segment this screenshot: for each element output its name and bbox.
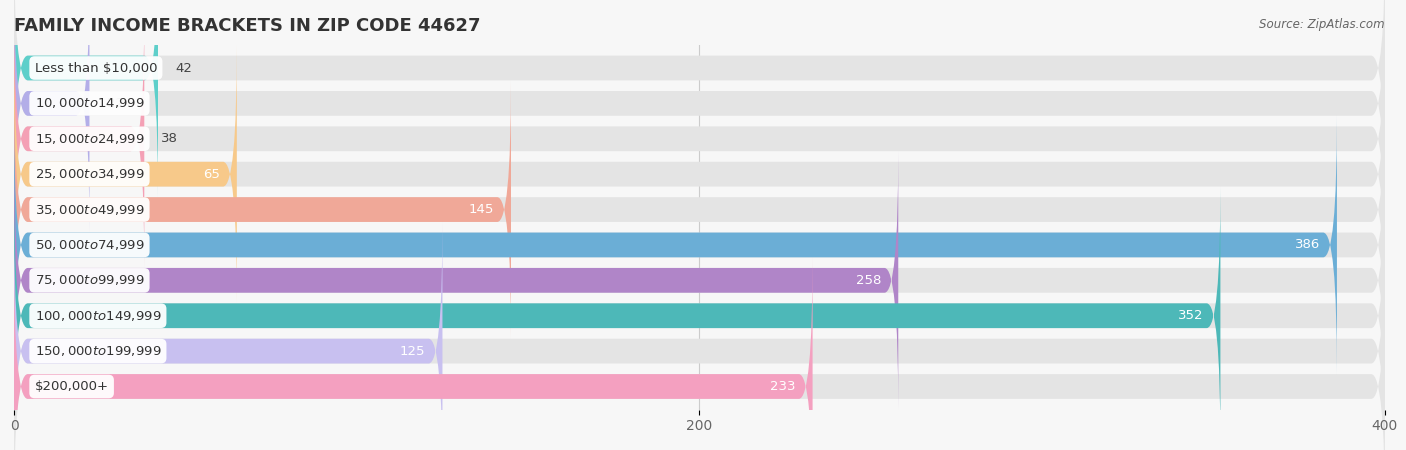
Text: 233: 233 (770, 380, 796, 393)
FancyBboxPatch shape (14, 0, 90, 233)
Text: 352: 352 (1178, 309, 1204, 322)
FancyBboxPatch shape (14, 151, 1385, 410)
Text: $50,000 to $74,999: $50,000 to $74,999 (35, 238, 145, 252)
FancyBboxPatch shape (14, 45, 1385, 303)
FancyBboxPatch shape (14, 0, 157, 197)
Text: 258: 258 (856, 274, 882, 287)
Text: 145: 145 (468, 203, 494, 216)
FancyBboxPatch shape (14, 187, 1385, 445)
Text: $75,000 to $99,999: $75,000 to $99,999 (35, 273, 145, 288)
Text: 38: 38 (162, 132, 179, 145)
FancyBboxPatch shape (14, 9, 1385, 268)
FancyBboxPatch shape (14, 187, 1220, 445)
Text: $200,000+: $200,000+ (35, 380, 108, 393)
FancyBboxPatch shape (14, 116, 1385, 374)
Text: $100,000 to $149,999: $100,000 to $149,999 (35, 309, 162, 323)
Text: 386: 386 (1295, 238, 1320, 252)
FancyBboxPatch shape (14, 9, 145, 268)
FancyBboxPatch shape (14, 0, 1385, 197)
Text: 125: 125 (399, 345, 425, 358)
Text: FAMILY INCOME BRACKETS IN ZIP CODE 44627: FAMILY INCOME BRACKETS IN ZIP CODE 44627 (14, 17, 481, 35)
Text: $15,000 to $24,999: $15,000 to $24,999 (35, 132, 145, 146)
FancyBboxPatch shape (14, 257, 1385, 450)
Text: 65: 65 (202, 168, 219, 180)
Text: 42: 42 (176, 62, 193, 75)
FancyBboxPatch shape (14, 151, 898, 410)
FancyBboxPatch shape (14, 222, 443, 450)
Text: $150,000 to $199,999: $150,000 to $199,999 (35, 344, 162, 358)
Text: Source: ZipAtlas.com: Source: ZipAtlas.com (1260, 18, 1385, 31)
FancyBboxPatch shape (14, 45, 236, 303)
Text: Less than $10,000: Less than $10,000 (35, 62, 157, 75)
Text: 22: 22 (107, 97, 124, 110)
FancyBboxPatch shape (14, 81, 510, 339)
Text: $10,000 to $14,999: $10,000 to $14,999 (35, 96, 145, 110)
FancyBboxPatch shape (14, 222, 1385, 450)
FancyBboxPatch shape (14, 116, 1337, 374)
Text: $25,000 to $34,999: $25,000 to $34,999 (35, 167, 145, 181)
Text: $35,000 to $49,999: $35,000 to $49,999 (35, 202, 145, 216)
FancyBboxPatch shape (14, 257, 813, 450)
FancyBboxPatch shape (14, 0, 1385, 233)
FancyBboxPatch shape (14, 81, 1385, 339)
